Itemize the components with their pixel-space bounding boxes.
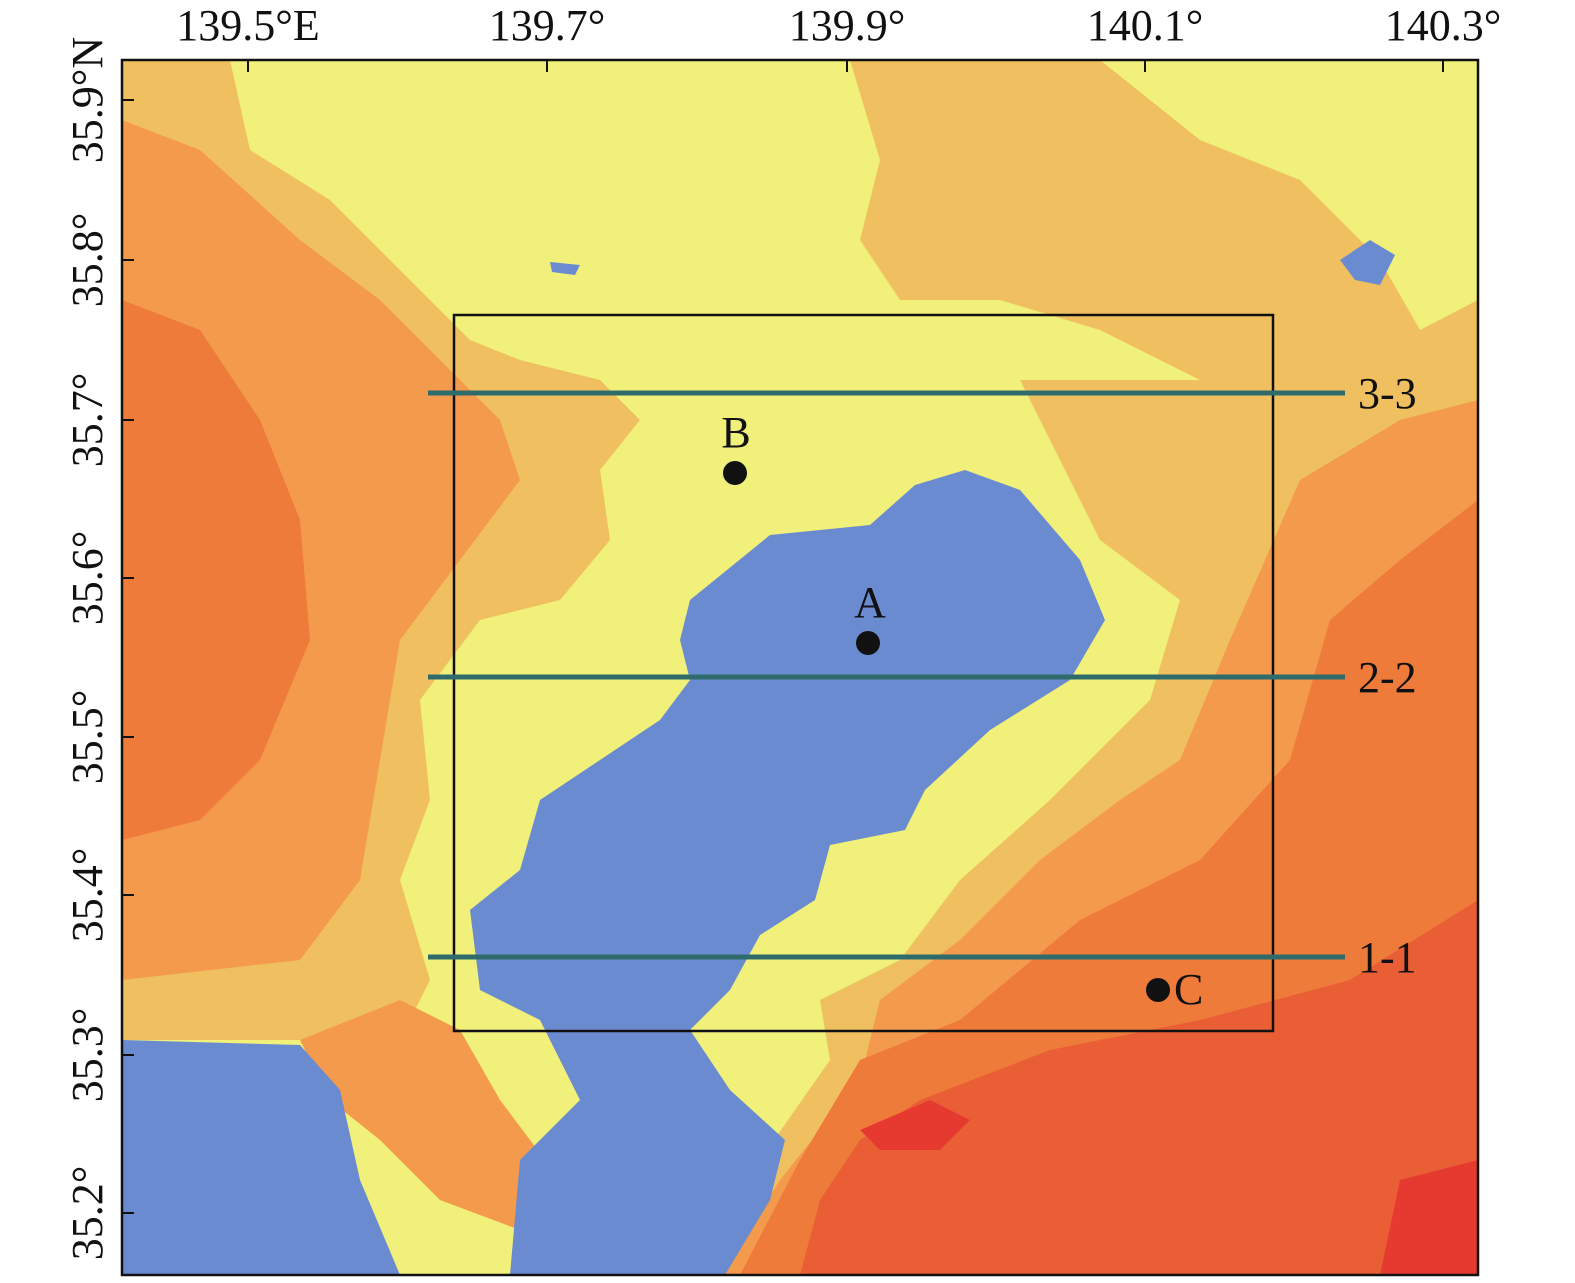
site-label: A [854,578,886,627]
left-label: 35.3° [63,1008,112,1103]
hill-zone-3 [122,300,310,840]
section-label: 2-2 [1358,653,1417,702]
sea-water [122,1040,400,1275]
site-point [1146,978,1170,1002]
hill-zone-4 [850,60,1420,380]
site-label: B [721,408,750,457]
top-label: 139.5°E [176,1,319,50]
left-label: 35.5° [63,690,112,785]
hill-zone-9 [300,1000,560,1230]
left-label: 35.7° [63,373,112,468]
top-label: 140.1° [1087,1,1204,50]
left-label: 35.9°N [63,37,112,163]
hill-zone-8 [800,900,1478,1275]
left-label: 35.2° [63,1166,112,1261]
top-label: 139.9° [789,1,906,50]
bay-water [470,470,1105,1275]
terrain [122,60,1478,1275]
left-label: 35.8° [63,213,112,308]
study-area-box [452,313,1275,1033]
top-label: 139.7° [489,1,606,50]
top-label: 140.3° [1385,1,1502,50]
left-label: 35.6° [63,531,112,626]
site-label: C [1174,965,1203,1014]
peak-zone [860,1100,1478,1275]
site-point [723,461,747,485]
site-point [856,631,880,655]
section-label: 1-1 [1358,933,1417,982]
left-label: 35.4° [63,848,112,943]
section-label: 3-3 [1358,369,1417,418]
map-frame [120,58,1480,1277]
